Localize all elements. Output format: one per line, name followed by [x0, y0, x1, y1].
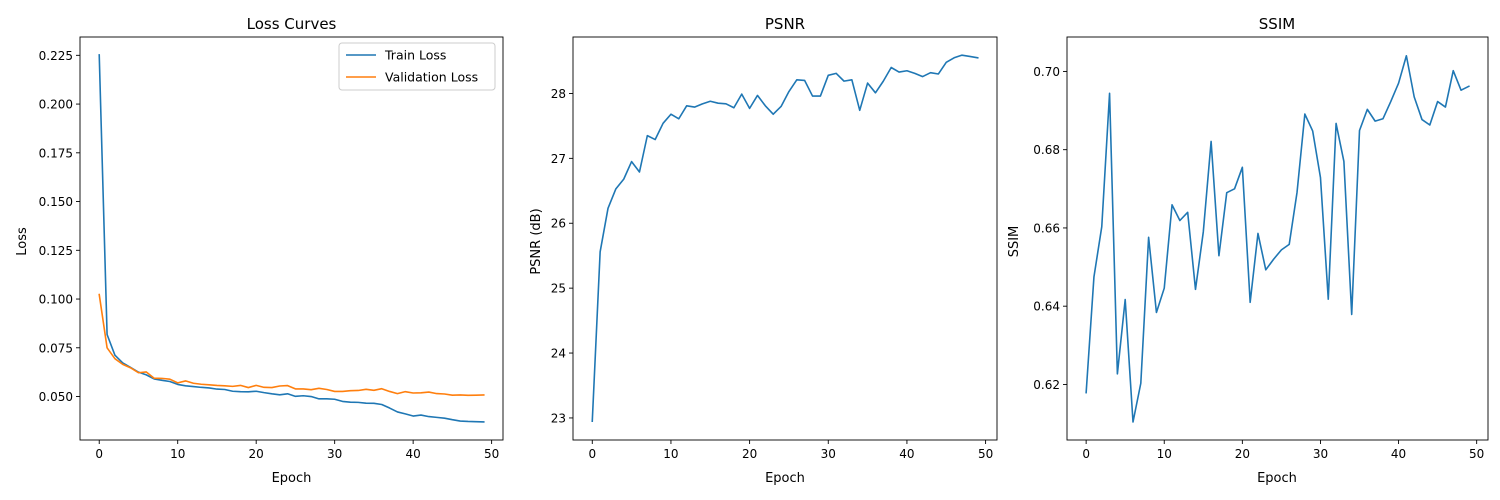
plot-area: 0 10 20 30 40 50 23 24 25 26 27 28 [551, 36, 998, 461]
y-tick-label: 0.62 [1033, 378, 1060, 392]
x-tick-label: 30 [821, 447, 836, 461]
chart-title: Loss Curves [247, 15, 337, 33]
plot-area: 0 10 20 30 40 50 0.62 0.64 0.66 0.68 0.70 [1033, 36, 1489, 461]
x-tick-label: 10 [170, 447, 185, 461]
axes-frame [572, 36, 998, 441]
ssim-panel: SSIM Epoch SSIM 0 10 20 30 40 500.620.640.660… [1007, 15, 1489, 486]
legend-entry-validation-loss: Validation Loss [385, 70, 478, 85]
y-tick-label: 24 [551, 347, 566, 361]
x-tick-label: 50 [978, 447, 993, 461]
x-tick-label: 30 [1313, 447, 1328, 461]
axes-frame [79, 36, 504, 441]
x-tick-label: 40 [1391, 447, 1406, 461]
x-tick-label: 50 [484, 447, 499, 461]
x-axis-label: Epoch [272, 471, 312, 486]
x-tick-label: 0 [588, 447, 596, 461]
x-tick-label: 20 [249, 447, 264, 461]
chart-title: SSIM [1259, 15, 1295, 33]
x-tick-label: 50 [1469, 447, 1484, 461]
axes-frame [1066, 36, 1489, 441]
y-tick-label: 0.70 [1033, 65, 1060, 79]
x-axis-label: Epoch [765, 471, 805, 486]
y-tick-label: 0.200 [39, 98, 73, 112]
x-axis-label: Epoch [1257, 471, 1297, 486]
psnr-panel: PSNR Epoch PSNR (dB) 0 10 20 30 40 50 23 24 25 26… [529, 15, 998, 486]
y-axis-label: PSNR (dB) [529, 208, 544, 274]
series-line-ssim [1085, 54, 1470, 423]
y-tick-label: 0.050 [39, 390, 73, 404]
y-tick-label: 0.175 [39, 146, 73, 160]
series-line-psnr [591, 54, 979, 423]
x-tick-label: 10 [1157, 447, 1172, 461]
legend-entry-train-loss: Train Loss [384, 48, 446, 63]
x-tick-label: 0 [95, 447, 103, 461]
chart-title: PSNR [765, 15, 805, 33]
y-tick-label: 0.68 [1033, 143, 1060, 157]
y-tick-label: 28 [551, 87, 566, 101]
y-tick-label: 0.125 [39, 244, 73, 258]
y-tick-label: 27 [551, 152, 566, 166]
y-tick-label: 0.075 [39, 341, 73, 355]
x-tick-label: 40 [899, 447, 914, 461]
y-tick-label: 25 [551, 282, 566, 296]
y-tick-label: 23 [551, 411, 566, 425]
y-axis-label: SSIM [1007, 226, 1022, 258]
plot-area: 0 10 20 30 40 50 0.050 0.075 0.100 0.125 0.150 0.17… [39, 36, 504, 461]
y-tick-label: 26 [551, 217, 566, 231]
x-tick-label: 10 [663, 447, 678, 461]
y-tick-label: 0.66 [1033, 221, 1060, 235]
y-axis-label: Loss [15, 227, 30, 256]
y-tick-label: 0.225 [39, 49, 73, 63]
y-tick-label: 0.150 [39, 195, 73, 209]
legend: Train Loss Validation Loss [338, 42, 496, 91]
x-tick-label: 20 [742, 447, 757, 461]
x-tick-label: 40 [406, 447, 421, 461]
y-tick-label: 0.100 [39, 293, 73, 307]
x-tick-label: 0 [1082, 447, 1090, 461]
loss-curves-panel: Loss Curves Epoch Loss 0 10 20 30 40 500.0500… [15, 15, 504, 486]
y-tick-label: 0.64 [1033, 300, 1060, 314]
series-line-train-loss [98, 54, 485, 423]
x-tick-label: 30 [327, 447, 342, 461]
series-line-validation-loss [98, 293, 485, 397]
x-tick-label: 20 [1235, 447, 1250, 461]
